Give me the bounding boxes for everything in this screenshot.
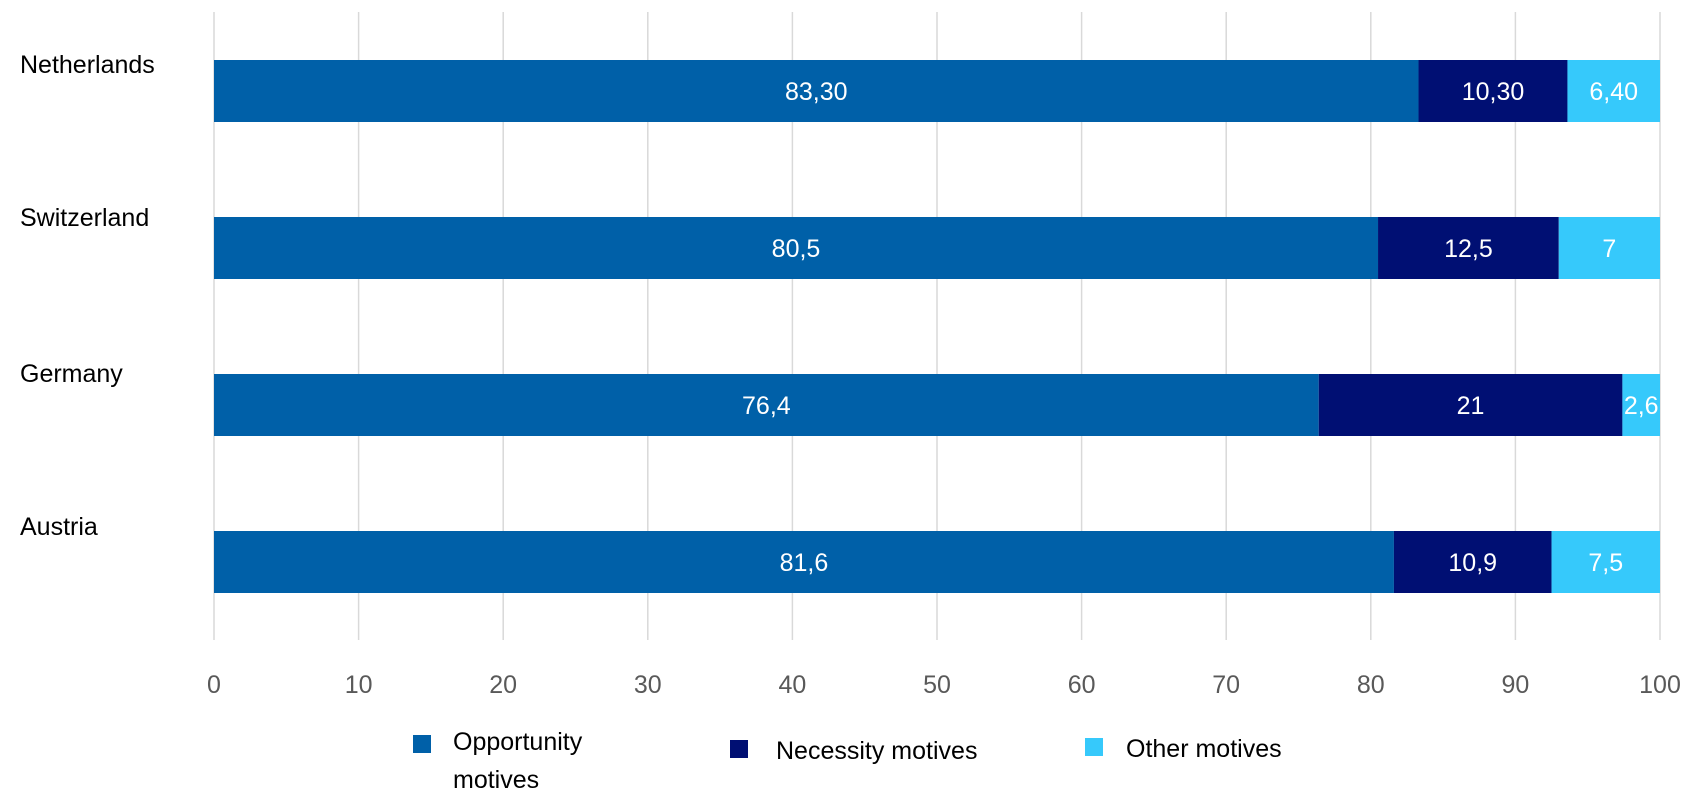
x-tick-label: 70 [1212,671,1240,699]
x-tick-label: 80 [1357,671,1385,699]
x-tick-label: 50 [923,671,951,699]
x-axis-ticks: 0 10 20 30 40 50 60 70 80 90 100 [207,671,1681,699]
x-tick-label: 40 [778,671,806,699]
bar-segment [1418,60,1568,122]
x-tick-label: 10 [345,671,373,699]
x-tick-label: 100 [1639,671,1681,699]
bar-segment [1622,374,1660,436]
bar-segment [1318,374,1623,436]
category-label: Switzerland [20,204,149,232]
bar-segment [214,60,1419,122]
data-label: 21 [1457,392,1485,420]
legend-label: motives [453,766,539,791]
x-tick-label: 20 [489,671,517,699]
x-tick-label: 90 [1501,671,1529,699]
x-tick-label: 0 [207,671,221,699]
legend-swatch [730,740,748,758]
legend-label: Necessity motives [776,737,977,765]
category-label: Netherlands [20,51,155,79]
data-label: 6,40 [1589,78,1638,106]
bar-segment [1393,531,1552,593]
x-tick-label: 30 [634,671,662,699]
bar-segment [1558,217,1660,279]
data-label: 80,5 [772,235,821,263]
category-label: Austria [20,513,98,541]
category-label: Germany [20,360,123,388]
legend: Opportunity motives Necessity motives Other… [413,728,1282,791]
data-label: 12,5 [1444,235,1493,263]
data-label: 10,9 [1448,549,1497,577]
data-label: 7 [1602,235,1616,263]
x-tick-label: 60 [1068,671,1096,699]
data-label: 76,4 [742,392,791,420]
bar-segment [214,531,1394,593]
data-label: 81,6 [780,549,829,577]
data-label: 2,6 [1624,392,1659,420]
bar-segment [1551,531,1660,593]
bar-segment [1378,217,1559,279]
bar-segment [214,217,1379,279]
data-label: 7,5 [1588,549,1623,577]
legend-swatch [413,735,431,753]
bar-segment [214,374,1319,436]
category-labels: Netherlands Switzerland Germany Austria [20,51,155,541]
bar-segment [1567,60,1660,122]
bars: 83,30 10,30 6,40 80,5 12,5 7 76,4 21 2,6 81,6 10,9… [214,60,1660,593]
data-label: 83,30 [785,78,848,106]
data-label: 10,30 [1462,78,1525,106]
legend-swatch [1085,738,1103,756]
legend-label: Other motives [1126,735,1282,763]
legend-label: Opportunity [453,728,583,756]
